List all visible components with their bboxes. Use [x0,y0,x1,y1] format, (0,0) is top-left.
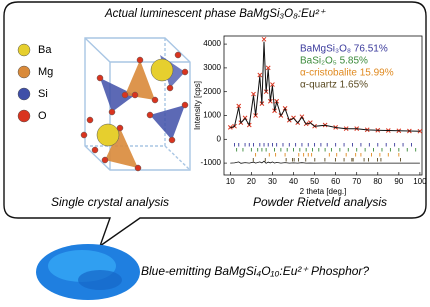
title: Actual luminescent phase BaMgSi₃O₈:Eu²⁺ [104,8,326,20]
page: Actual luminescent phase BaMgSi₃O₈:Eu²⁺ … [0,0,430,307]
caption-left: Single crystal analysis [51,195,169,209]
legend-label: Si [38,88,48,100]
y-axis-label: Intensity [cps] [193,81,202,130]
x-tick-label: 20 [247,177,256,186]
x-tick-label: 100 [413,177,427,186]
caption-right: Powder Rietveld analysis [253,195,387,209]
x-tick-label: 80 [373,177,382,186]
caption-bottom: Blue-emitting BaMgSi₄O₁₀:Eu²⁺ Phosphor? [141,264,369,278]
phase-label: BaMgSi₃O₈ 76.51% [300,44,388,55]
y-tick-label: -1000 [201,158,222,167]
phase-label: BaSi₂O₅ 5.85% [300,56,368,67]
x-tick-label: 90 [394,177,403,186]
figure: Actual luminescent phase BaMgSi₃O₈:Eu²⁺ … [0,0,430,307]
y-tick-label: 1000 [203,111,221,120]
x-tick-label: 70 [352,177,361,186]
legend-label: Mg [38,66,53,78]
y-tick-label: 3000 [203,63,221,72]
phase-label: α-quartz 1.65% [300,80,368,91]
y-tick-label: 4000 [203,39,221,48]
x-tick-label: 30 [268,177,277,186]
phase-label: α-cristobalite 15.99% [300,68,394,79]
phosphor-image [36,244,140,300]
x-axis-label: 2 theta [deg.] [300,187,347,196]
legend-label: O [38,110,47,122]
x-tick-label: 60 [331,177,340,186]
legend-swatch [18,66,30,78]
x-tick-label: 50 [310,177,319,186]
legend-swatch [18,44,30,56]
x-tick-label: 40 [289,177,298,186]
legend-label: Ba [38,44,52,56]
legend-swatch [18,110,30,122]
legend-swatch [18,88,30,100]
x-tick-label: 10 [226,177,235,186]
y-tick-label: 0 [217,134,222,143]
y-tick-label: 2000 [203,87,221,96]
